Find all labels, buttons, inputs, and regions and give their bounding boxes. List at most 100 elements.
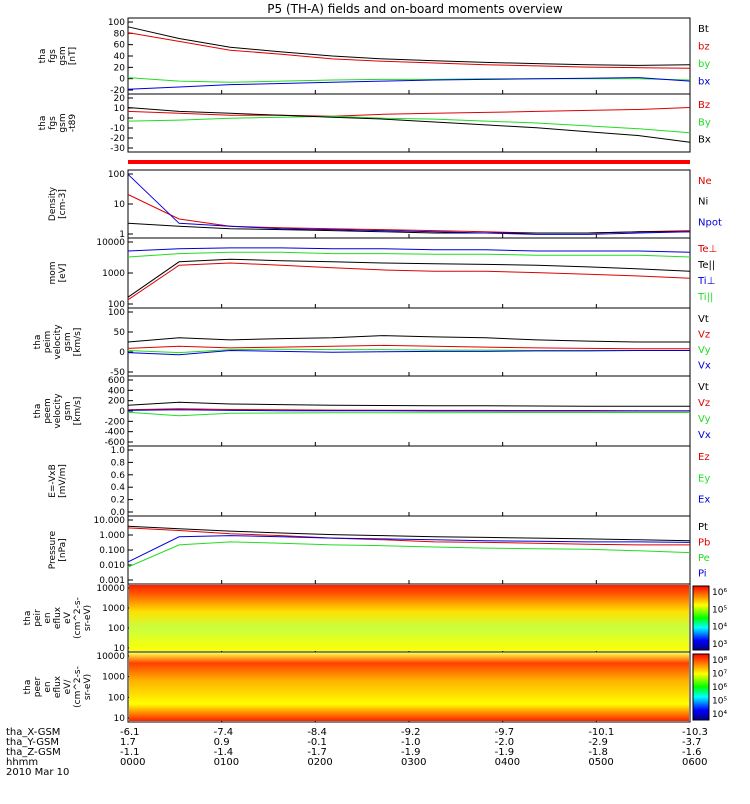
legend-vx: Vx [698,361,711,372]
ephemeris-value: -1.6 [682,747,702,758]
ephemeris-row-label: hhmm [6,757,38,768]
time-tick-label: 0600 [682,757,707,768]
quality-flag-bar [128,160,690,164]
ephemeris-value: -2.9 [588,737,608,748]
series-line-bx [127,77,691,90]
legend-ti: Ti⊥ [697,276,715,287]
ephemeris-value: -1.8 [588,747,608,758]
y-tick-label: 0.001 [99,576,125,586]
series-line-pt [127,525,691,542]
y-tick-label: 0 [119,348,125,358]
y-tick-label: -10 [110,124,125,134]
ephemeris-value: -8.4 [307,727,327,738]
y-axis-label: en [43,612,53,623]
legend-pe: Pe [698,553,710,564]
series-line-bz [127,32,691,69]
y-axis-label: eV [63,611,73,624]
series-line-by [127,77,691,83]
y-tick-label: -20 [110,86,125,96]
time-tick-label: 0400 [495,757,520,768]
y-tick-label: 1.0 [111,446,126,456]
y-tick-label: 100 [108,308,125,318]
colorbar-tick-label: 10³ [712,640,727,650]
panel-frame [127,17,691,95]
y-axis-label: peim [43,331,53,354]
y-tick-label: 0.6 [111,471,126,481]
series-line-pi [127,535,691,563]
legend-by: by [698,59,710,70]
colorbar-tick-label: 10⁴ [712,623,727,633]
ephemeris-row-label: tha_Y-GSM [6,737,59,748]
y-axis-label: tha [38,49,48,64]
y-tick-label: 0.010 [99,561,125,571]
colorbar [692,653,710,721]
series-line-vt [127,335,690,343]
y-tick-label: 400 [108,386,125,396]
y-tick-label: 0 [119,407,125,417]
y-tick-label: 60 [114,41,126,51]
series-line-npot [127,173,691,235]
y-tick-label: -20 [110,134,125,144]
y-axis-label: gsm [63,332,73,351]
y-axis-label: sr-eV) [83,674,93,700]
legend-te: Te⊥ [697,244,717,255]
y-axis-label: peer [33,676,43,697]
y-tick-label: 20 [114,94,126,104]
ephemeris-value: -1.9 [495,747,515,758]
y-axis-label: (cm^2-s- [73,666,83,708]
y-axis-label: gsm [58,46,68,65]
y-tick-label: 100 [108,300,125,310]
legend-ne: Ne [698,176,712,187]
y-axis-label: en [43,681,53,692]
legend-pt: Pt [698,522,708,533]
y-tick-label: 10.000 [94,516,126,526]
y-axis-label: eflux [53,675,63,698]
time-tick-label: 0200 [307,757,332,768]
y-tick-label: 10 [114,200,126,210]
panel-7: 1.0 0.8 0.6 0.4 0.2 0.0 E=-VxB [mV/m] Ez Ey Ex [48,445,710,518]
y-axis-label: peem [43,398,53,424]
series-line-ni [127,222,690,234]
series-line-pe [127,541,691,568]
y-tick-label: 100 [108,624,125,634]
legend-npot: Npot [698,217,722,228]
y-axis-label: peir [33,609,43,627]
series-line-ne [127,194,691,234]
y-tick-label: 10 [114,714,126,724]
x-axis-labels: tha_X-GSM -6.1 -7.4 -8.4 -9.2 -9.7 -10.1 -10.3 t… [6,727,708,768]
legend-pb: Pb [698,538,710,549]
legend-ez: Ez [698,452,710,463]
colorbar-tick-label: 10⁷ [712,670,727,680]
y-tick-label: 50 [114,328,126,338]
ephemeris-value: 1.7 [120,737,136,748]
ephemeris-value: -1.0 [401,737,421,748]
colorbar-tick-label: 10⁶ [712,588,727,598]
y-tick-label: 0.0 [111,508,126,518]
time-tick-label: 0500 [588,757,613,768]
y-tick-label: 100 [108,18,125,28]
y-tick-label: 10000 [96,584,125,594]
legend-ti: Ti|| [697,292,713,303]
panel-9: 10000 1000 100 10 tha peir en eflux eV (cm^2-s-sr… [23,583,727,654]
y-tick-label: 80 [114,29,126,39]
ephemeris-row-label: tha_Z-GSM [6,747,61,758]
series-line-vx [127,409,690,412]
y-tick-label: 0.100 [99,546,125,556]
spectrogram-image [129,585,689,651]
y-tick-label: -30 [110,144,125,154]
panel-8: 10.000 1.000 0.100 0.010 0.001 Pressure [nPa] P… [48,515,710,586]
series-line-vx [127,349,690,356]
y-axis-label: -t89 [68,114,78,133]
y-tick-label: 0.4 [111,483,126,493]
colorbar-tick-label: 10⁵ [712,697,727,707]
legend-vt: Vt [698,314,709,325]
ephemeris-value: -1.4 [214,747,234,758]
time-tick-label: 0000 [120,757,145,768]
date-label: 2010 Mar 10 [6,767,69,778]
panel-frame [127,445,691,517]
y-axis-label: eflux [53,606,63,629]
y-tick-label: 10000 [96,652,125,662]
